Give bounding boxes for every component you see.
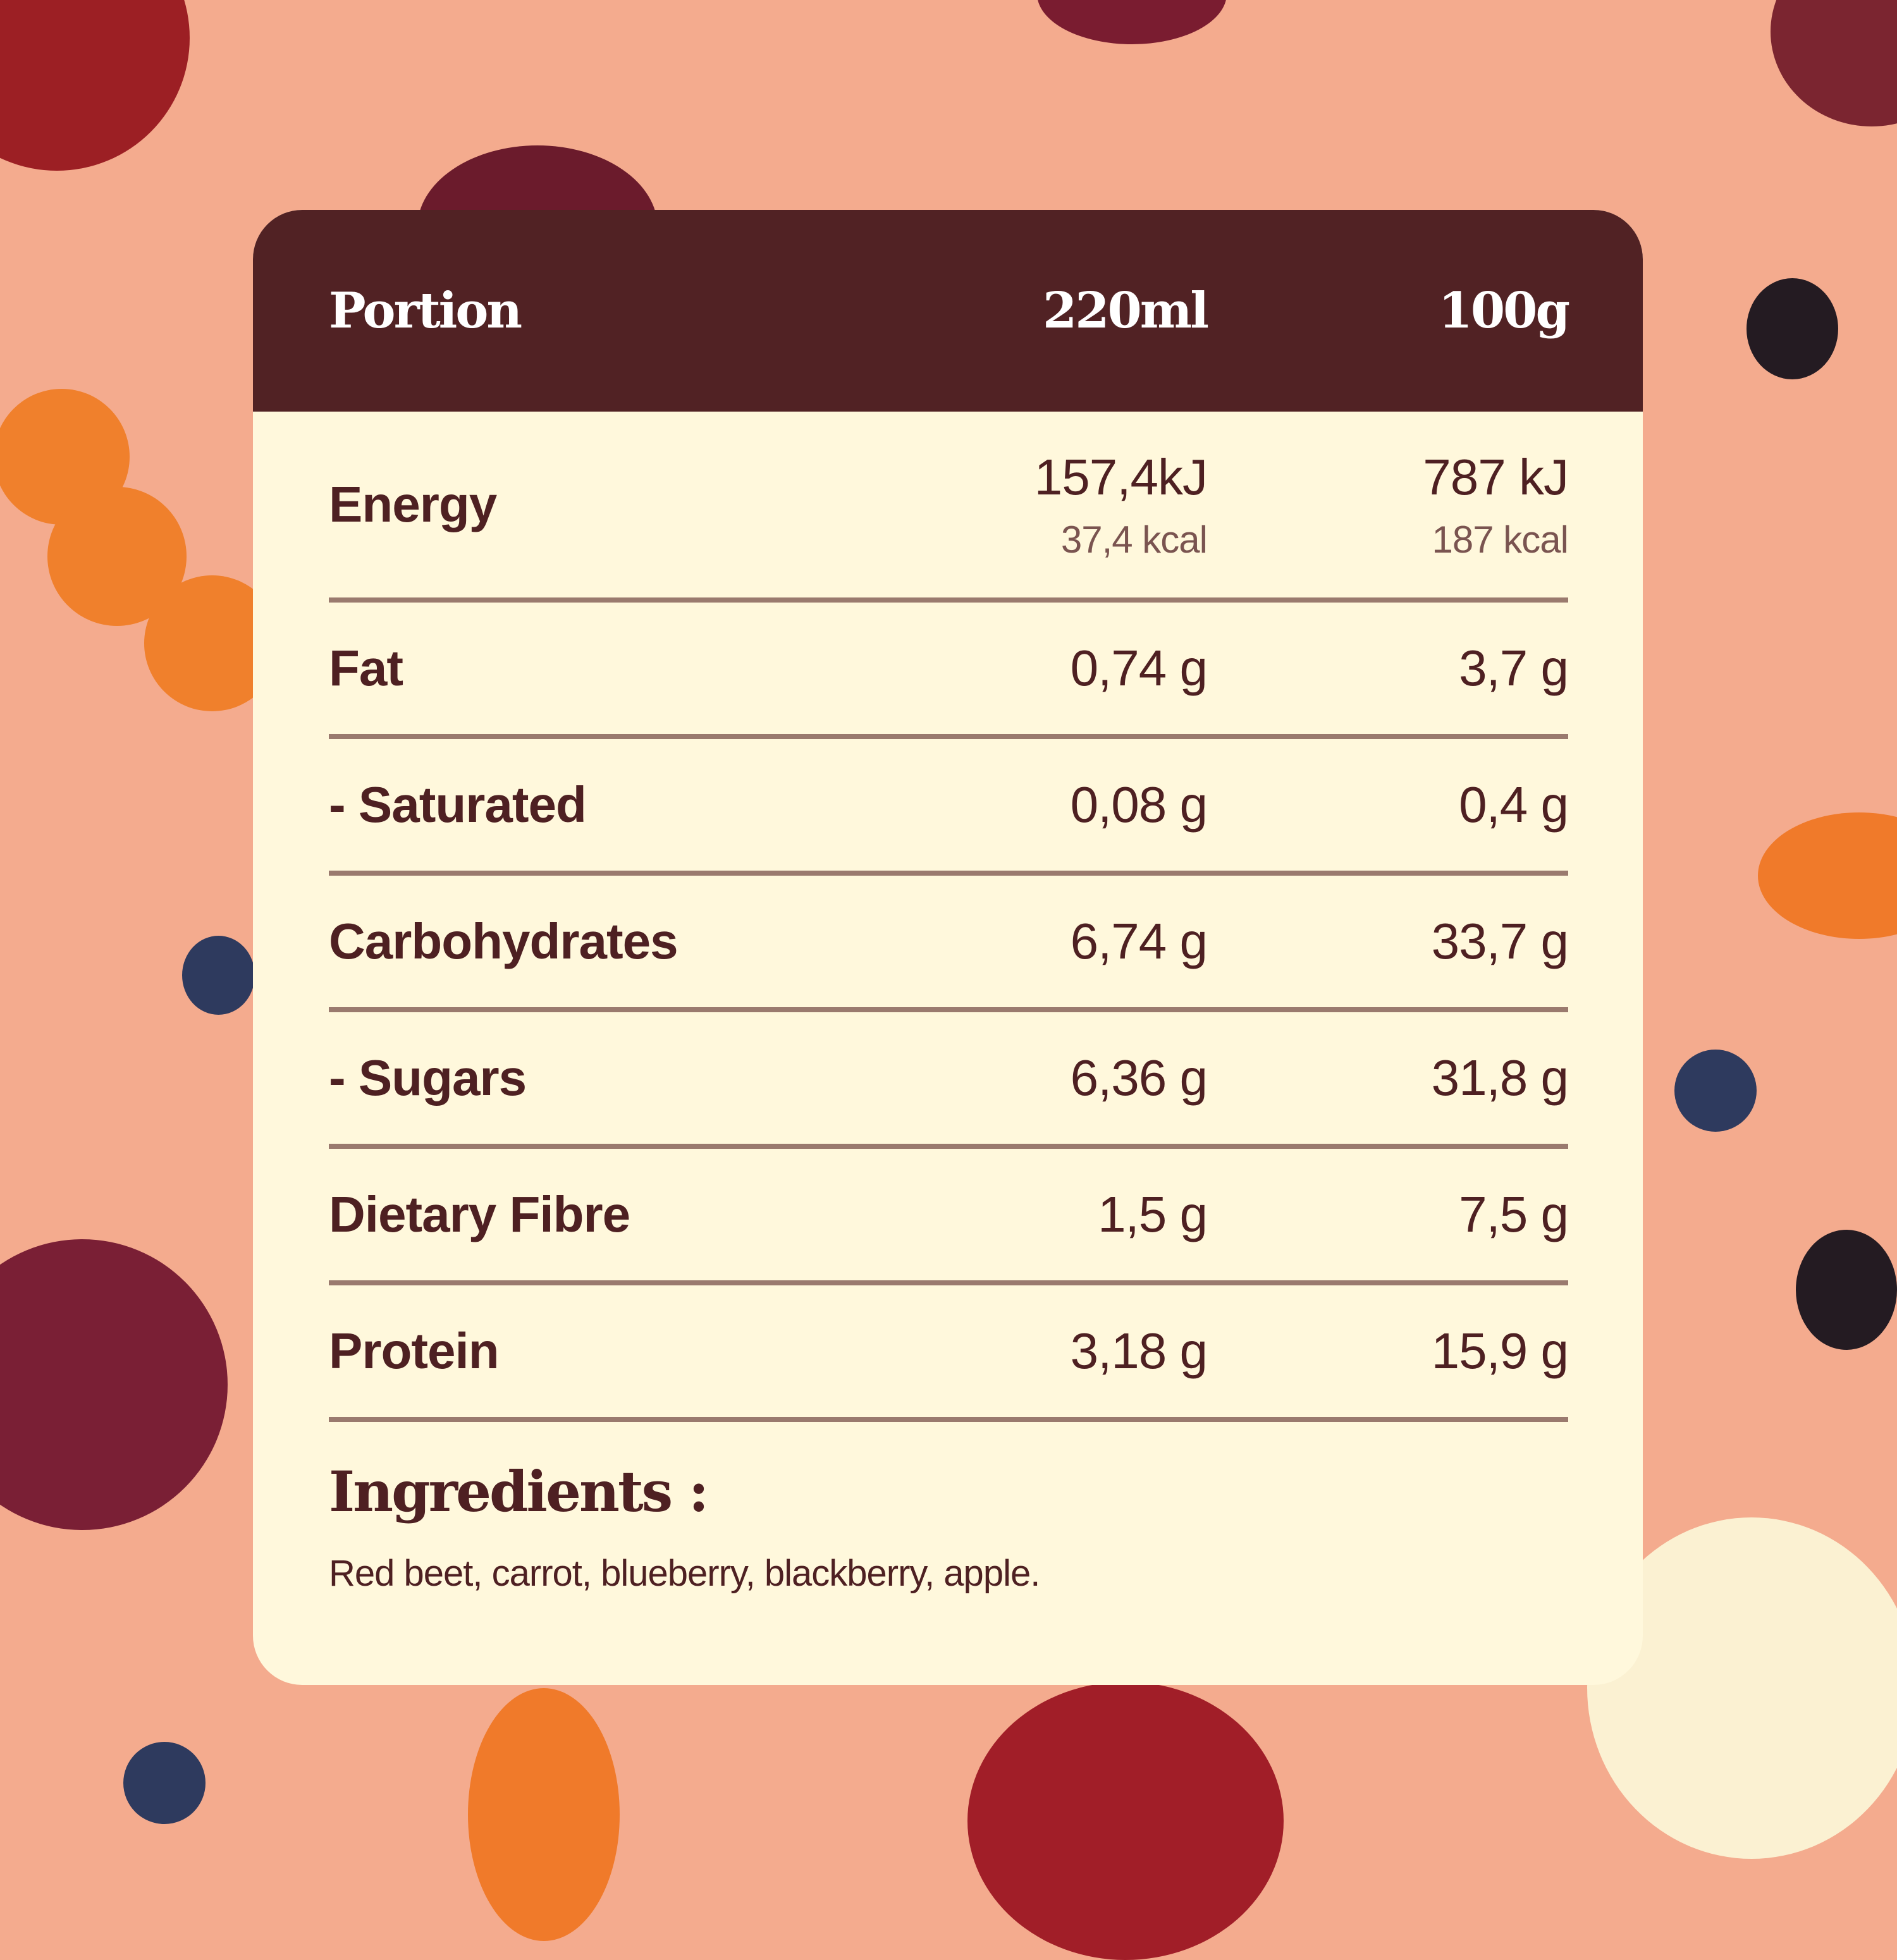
row-col2: 0,4 g [1459, 776, 1569, 833]
row-col2: 15,9 g [1431, 1323, 1569, 1379]
row-label: Dietary Fibre [329, 1186, 630, 1242]
table-row-energy: Energy 157,4kJ 37,4 kcal 787 kJ 187 kcal [329, 412, 1569, 603]
portion-header: Portion [329, 282, 522, 340]
row-label: Protein [329, 1323, 500, 1379]
table-row: Protein 3,18 g 15,9 g [329, 1285, 1569, 1422]
col-220ml-header: 220ml [1043, 282, 1209, 340]
beet-image [0, 1239, 228, 1530]
blueberry-image [1674, 1050, 1757, 1132]
table-row: Fat 0,74 g 3,7 g [329, 603, 1569, 739]
blueberry-image [123, 1742, 206, 1824]
row-col2: 7,5 g [1459, 1186, 1569, 1242]
table-row: Carbohydrates 6,74 g 33,7 g [329, 876, 1569, 1012]
energy-kcal: 37,4 kcal [1060, 518, 1208, 561]
energy-kj: 787 kJ [1423, 448, 1569, 505]
col-100g-header: 100g [1438, 282, 1570, 340]
row-col1: 6,74 g [1070, 913, 1208, 969]
row-col2: 3,7 g [1459, 640, 1569, 696]
carrot-image [1758, 812, 1897, 939]
blueberry-image [182, 936, 255, 1015]
table-header: Portion 220ml 100g [253, 210, 1643, 412]
row-label: Carbohydrates [329, 913, 678, 969]
table-row: Dietary Fibre 1,5 g 7,5 g [329, 1149, 1569, 1285]
row-col1: 0,08 g [1070, 776, 1208, 833]
energy-kj: 157,4kJ [1034, 448, 1208, 505]
row-label: Energy [329, 476, 497, 532]
energy-col2: 787 kJ 187 kcal [1207, 448, 1569, 561]
blackberry-image [1796, 1230, 1897, 1350]
apple-image [0, 0, 190, 171]
table-row: - Saturated 0,08 g 0,4 g [329, 739, 1569, 876]
row-col2: 31,8 g [1431, 1050, 1569, 1106]
row-col1: 1,5 g [1098, 1186, 1208, 1242]
row-col1: 3,18 g [1070, 1323, 1208, 1379]
apple-image [967, 1682, 1284, 1960]
row-label: Fat [329, 640, 403, 696]
energy-col1: 157,4kJ 37,4 kcal [828, 448, 1208, 561]
blackberry-image [1747, 278, 1838, 379]
energy-kcal: 187 kcal [1432, 518, 1569, 561]
beet-image [1037, 0, 1227, 44]
row-label: - Sugars [329, 1050, 527, 1106]
apple-image [1771, 0, 1897, 126]
row-col2: 33,7 g [1431, 913, 1569, 969]
row-col1: 6,36 g [1070, 1050, 1208, 1106]
row-label: - Saturated [329, 776, 587, 833]
row-col1: 0,74 g [1070, 640, 1208, 696]
ingredients-title: Ingredients : [329, 1459, 709, 1524]
ingredients-text: Red beet, carrot, blueberry, blackberry,… [329, 1553, 1040, 1594]
table-row: - Sugars 6,36 g 31,8 g [329, 1012, 1569, 1149]
nutrition-card: Portion 220ml 100g Energy 157,4kJ 37,4 k… [253, 210, 1643, 1685]
carrot-image [468, 1688, 620, 1941]
